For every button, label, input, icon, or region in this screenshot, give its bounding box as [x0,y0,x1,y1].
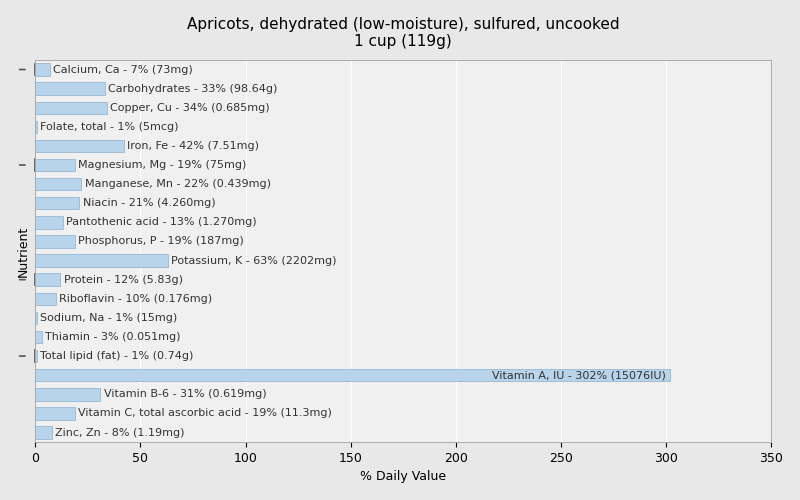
Title: Apricots, dehydrated (low-moisture), sulfured, uncooked
1 cup (119g): Apricots, dehydrated (low-moisture), sul… [187,16,620,49]
Text: Vitamin B-6 - 31% (0.619mg): Vitamin B-6 - 31% (0.619mg) [103,390,266,400]
Text: Magnesium, Mg - 19% (75mg): Magnesium, Mg - 19% (75mg) [78,160,246,170]
Bar [35,120,38,133]
Bar [35,216,62,228]
Text: Copper, Cu - 34% (0.685mg): Copper, Cu - 34% (0.685mg) [110,102,270,113]
Bar [35,388,101,400]
Text: Calcium, Ca - 7% (73mg): Calcium, Ca - 7% (73mg) [53,64,193,74]
Bar [35,102,106,114]
Bar [35,312,38,324]
Bar [35,82,105,95]
Text: Carbohydrates - 33% (98.64g): Carbohydrates - 33% (98.64g) [108,84,277,94]
Bar [35,159,75,171]
Text: Niacin - 21% (4.260mg): Niacin - 21% (4.260mg) [82,198,215,208]
Bar [35,407,75,420]
Bar [35,331,42,343]
X-axis label: % Daily Value: % Daily Value [360,470,446,484]
Bar [35,292,56,305]
Text: Phosphorus, P - 19% (187mg): Phosphorus, P - 19% (187mg) [78,236,244,246]
Text: Vitamin C, total ascorbic acid - 19% (11.3mg): Vitamin C, total ascorbic acid - 19% (11… [78,408,332,418]
Bar [35,197,79,209]
Text: Folate, total - 1% (5mcg): Folate, total - 1% (5mcg) [41,122,179,132]
Bar [35,426,52,438]
Text: Zinc, Zn - 8% (1.19mg): Zinc, Zn - 8% (1.19mg) [55,428,185,438]
Text: Thiamin - 3% (0.051mg): Thiamin - 3% (0.051mg) [45,332,180,342]
Bar [35,178,82,190]
Y-axis label: Nutrient: Nutrient [17,226,30,276]
Text: Iron, Fe - 42% (7.51mg): Iron, Fe - 42% (7.51mg) [126,141,258,151]
Bar [35,350,38,362]
Text: Protein - 12% (5.83g): Protein - 12% (5.83g) [64,274,182,284]
Text: Pantothenic acid - 13% (1.270mg): Pantothenic acid - 13% (1.270mg) [66,218,256,228]
Text: Riboflavin - 10% (0.176mg): Riboflavin - 10% (0.176mg) [59,294,213,304]
Text: Vitamin A, IU - 302% (15076IU): Vitamin A, IU - 302% (15076IU) [492,370,666,380]
Bar [35,274,61,286]
Bar [35,254,168,267]
Text: Potassium, K - 63% (2202mg): Potassium, K - 63% (2202mg) [171,256,336,266]
Text: Manganese, Mn - 22% (0.439mg): Manganese, Mn - 22% (0.439mg) [85,179,270,189]
Bar [35,369,670,382]
Text: Total lipid (fat) - 1% (0.74g): Total lipid (fat) - 1% (0.74g) [41,351,194,361]
Bar [35,64,50,76]
Bar [35,140,123,152]
Bar [35,235,75,248]
Text: Sodium, Na - 1% (15mg): Sodium, Na - 1% (15mg) [41,313,178,323]
